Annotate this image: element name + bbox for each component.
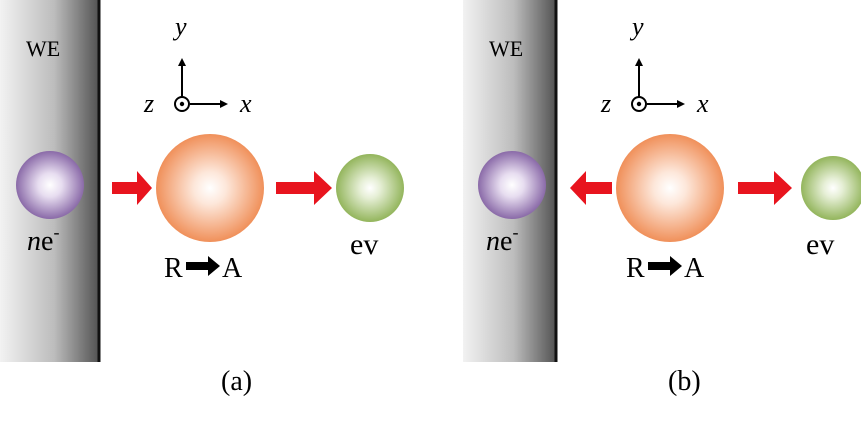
electron-sphere [478,151,546,219]
z-axis-label: z [143,89,154,118]
z-axis-dot-center [179,101,185,107]
axis-indicator: y z x [600,12,709,118]
panel-caption-a: (a) [221,366,252,397]
reaction-label: R A [164,253,243,284]
z-axis-dot-center [636,101,642,107]
arrow-reactant-to-electrode [570,171,612,205]
x-axis-label: x [696,89,709,118]
panel-a: WE y z x ne- R A ev (a) [0,0,404,397]
ev-label: ev [806,228,834,261]
product-label: A [684,253,705,284]
arrow-reactant-to-ev [276,171,332,205]
reactant-sphere [156,134,264,242]
panel-caption-b: (b) [668,366,701,397]
reactant-sphere [616,134,724,242]
reactant-label: R [626,253,645,284]
arrow-electron-to-reactant [112,171,152,205]
product-label: A [222,253,243,284]
electrode-label: WE [489,36,523,61]
axis-indicator: y z x [143,12,252,118]
x-axis-label: x [239,89,252,118]
reaction-arrow-icon [648,256,682,276]
ev-sphere [336,154,404,222]
reactant-label: R [164,253,183,284]
electron-sphere [16,151,84,219]
ev-label: ev [350,228,378,261]
electron-label: ne- [27,222,59,257]
electrode-label: WE [26,36,60,61]
reaction-label: R A [626,253,705,284]
z-axis-label: z [600,89,611,118]
panel-b: WE y z x ne- R A ev (b) [463,0,861,397]
arrow-reactant-to-ev [738,171,792,205]
y-axis-label: y [172,12,187,41]
y-axis-label: y [629,12,644,41]
reaction-arrow-icon [186,256,220,276]
electron-label: ne- [486,222,518,257]
ev-sphere [801,156,861,220]
